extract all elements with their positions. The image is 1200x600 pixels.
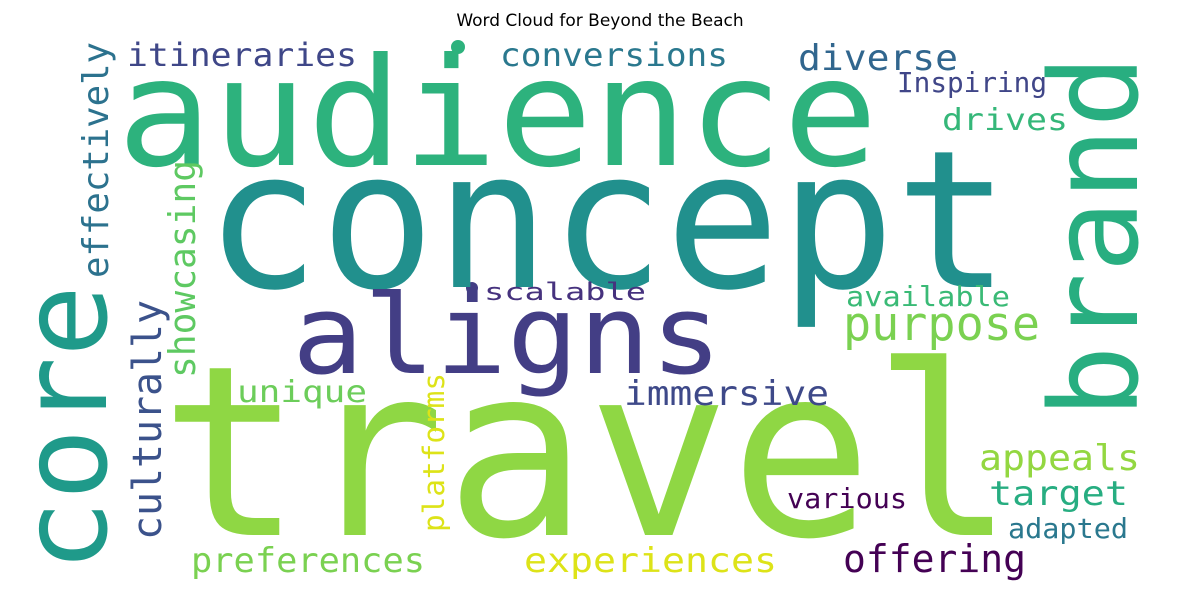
cloud-dot <box>466 282 478 294</box>
cloud-word: scalable <box>484 278 646 306</box>
cloud-word: concept <box>205 110 1010 333</box>
cloud-word: drives <box>942 103 1068 138</box>
cloud-word: purpose <box>843 297 1040 352</box>
cloud-word: various <box>787 482 907 515</box>
cloud-word: target <box>989 474 1128 514</box>
cloud-word: platforms <box>417 373 451 532</box>
cloud-word: offering <box>843 537 1026 581</box>
cloud-word: aligns <box>292 271 722 399</box>
cloud-word: showcasing <box>161 160 204 378</box>
cloud-word: experiences <box>524 541 777 581</box>
cloud-word: audience <box>117 27 878 201</box>
cloud-word: adapted <box>1008 512 1128 545</box>
cloud-word: preferences <box>191 541 425 581</box>
cloud-word: core <box>0 285 135 572</box>
chart-title: Word Cloud for Beyond the Beach <box>456 11 744 31</box>
cloud-word: Inspiring <box>897 66 1047 99</box>
cloud-word: itineraries <box>127 36 357 74</box>
cloud-word: immersive <box>624 374 829 414</box>
cloud-word: effectively <box>76 42 117 278</box>
cloud-word: diverse <box>798 38 958 79</box>
cloud-word: travel <box>160 316 1015 592</box>
cloud-word: available <box>846 280 1010 313</box>
cloud-word: brand <box>1025 55 1166 418</box>
cloud-word: culturally <box>125 300 171 540</box>
cloud-word: appeals <box>979 438 1140 479</box>
cloud-word: conversions <box>500 36 728 74</box>
cloud-dot <box>451 40 465 54</box>
cloud-word: unique <box>237 375 367 410</box>
